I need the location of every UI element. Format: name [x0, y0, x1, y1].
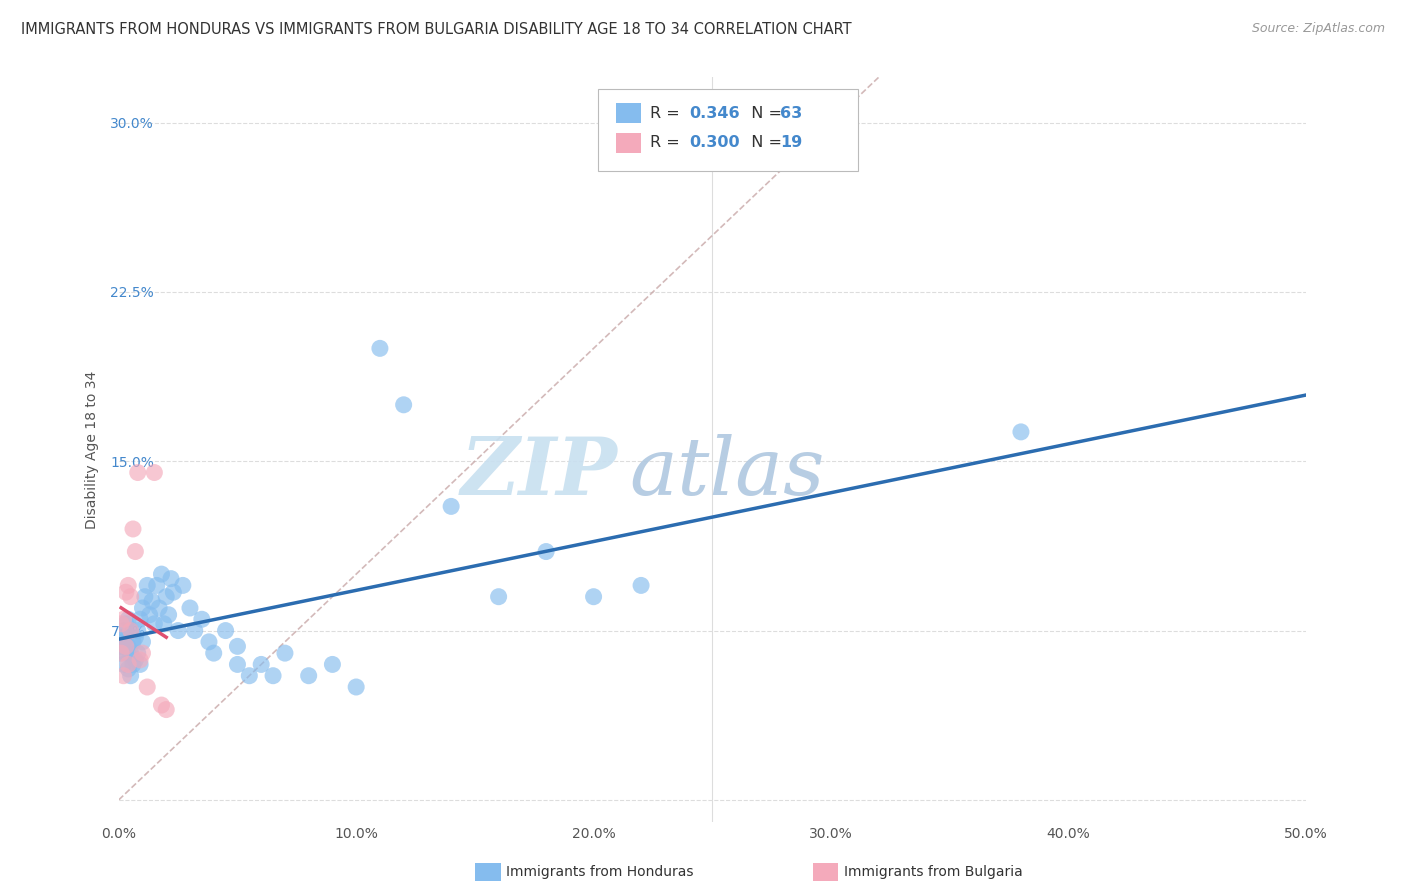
- Point: [155, 702, 177, 716]
- Text: ZIP: ZIP: [460, 434, 617, 511]
- Point: [120, 646, 142, 660]
- Text: 0.300: 0.300: [689, 136, 740, 150]
- Point: [148, 601, 170, 615]
- Point: [440, 500, 463, 514]
- Point: [238, 669, 260, 683]
- Point: [262, 669, 284, 683]
- Point: [179, 601, 201, 615]
- Point: [226, 657, 249, 672]
- Point: [274, 646, 297, 660]
- Point: [214, 624, 236, 638]
- Point: [122, 522, 145, 536]
- Point: [117, 612, 139, 626]
- Point: [136, 680, 159, 694]
- Point: [120, 624, 142, 638]
- Point: [150, 698, 173, 712]
- Point: [344, 680, 367, 694]
- Point: [143, 466, 166, 480]
- Point: [172, 578, 194, 592]
- Point: [112, 612, 135, 626]
- Point: [127, 624, 149, 638]
- Point: [124, 544, 146, 558]
- Point: [112, 669, 135, 683]
- Point: [131, 635, 153, 649]
- Point: [138, 607, 160, 622]
- Text: 63: 63: [780, 106, 803, 120]
- Point: [153, 616, 176, 631]
- Point: [115, 616, 138, 631]
- Point: [131, 601, 153, 615]
- Text: Source: ZipAtlas.com: Source: ZipAtlas.com: [1251, 22, 1385, 36]
- Point: [534, 544, 557, 558]
- Point: [582, 590, 605, 604]
- Point: [150, 567, 173, 582]
- Point: [202, 646, 225, 660]
- Point: [145, 578, 167, 592]
- Point: [1010, 425, 1032, 439]
- Point: [112, 657, 135, 672]
- Point: [368, 342, 391, 356]
- Point: [122, 635, 145, 649]
- Point: [191, 612, 214, 626]
- Point: [157, 607, 180, 622]
- Point: [124, 630, 146, 644]
- Point: [298, 669, 321, 683]
- Point: [183, 624, 205, 638]
- Point: [110, 646, 132, 660]
- Point: [120, 669, 142, 683]
- Text: R =: R =: [650, 106, 685, 120]
- Point: [134, 590, 156, 604]
- Point: [392, 398, 415, 412]
- Text: 0.346: 0.346: [689, 106, 740, 120]
- Point: [110, 646, 132, 660]
- Point: [129, 657, 152, 672]
- Text: 19: 19: [780, 136, 803, 150]
- Point: [226, 640, 249, 654]
- Point: [117, 662, 139, 676]
- Point: [117, 657, 139, 672]
- Text: IMMIGRANTS FROM HONDURAS VS IMMIGRANTS FROM BULGARIA DISABILITY AGE 18 TO 34 COR: IMMIGRANTS FROM HONDURAS VS IMMIGRANTS F…: [21, 22, 852, 37]
- Point: [155, 590, 177, 604]
- Point: [115, 630, 138, 644]
- Text: R =: R =: [650, 136, 685, 150]
- Point: [120, 624, 142, 638]
- Point: [127, 646, 149, 660]
- Point: [117, 578, 139, 592]
- Point: [129, 612, 152, 626]
- Point: [112, 635, 135, 649]
- Point: [160, 572, 183, 586]
- Text: N =: N =: [741, 106, 787, 120]
- Point: [630, 578, 652, 592]
- Text: N =: N =: [741, 136, 787, 150]
- Point: [127, 466, 149, 480]
- Text: atlas: atlas: [630, 434, 824, 511]
- Point: [110, 616, 132, 631]
- Point: [117, 640, 139, 654]
- Point: [131, 646, 153, 660]
- Point: [198, 635, 221, 649]
- Point: [110, 640, 132, 654]
- Point: [143, 616, 166, 631]
- Point: [110, 630, 132, 644]
- Point: [321, 657, 343, 672]
- Text: Immigrants from Honduras: Immigrants from Honduras: [506, 865, 693, 880]
- Point: [162, 585, 184, 599]
- Point: [115, 640, 138, 654]
- Text: Immigrants from Bulgaria: Immigrants from Bulgaria: [844, 865, 1022, 880]
- Point: [120, 590, 142, 604]
- Point: [115, 585, 138, 599]
- Point: [488, 590, 510, 604]
- Point: [115, 646, 138, 660]
- Point: [167, 624, 190, 638]
- Point: [141, 594, 163, 608]
- Point: [112, 624, 135, 638]
- Point: [129, 653, 152, 667]
- Y-axis label: Disability Age 18 to 34: Disability Age 18 to 34: [86, 371, 100, 529]
- Point: [136, 578, 159, 592]
- Point: [124, 653, 146, 667]
- Point: [122, 657, 145, 672]
- Point: [250, 657, 273, 672]
